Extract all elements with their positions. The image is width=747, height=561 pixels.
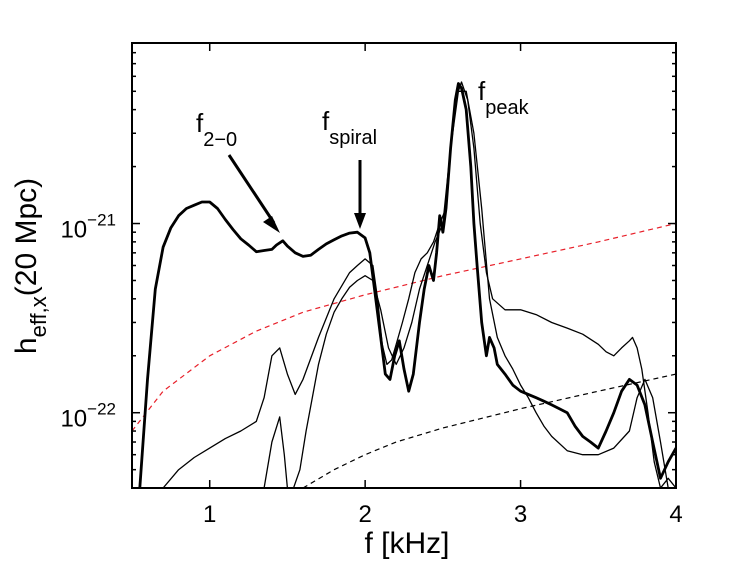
x-tick-label: 1 xyxy=(203,501,216,528)
x-axis-label: f [kHz] xyxy=(364,527,449,560)
series-line-thin-upper xyxy=(162,81,676,488)
annotation-arrows xyxy=(227,154,366,233)
annotation-fpeak: fpeak xyxy=(478,76,530,119)
y-tick-label: 10−21 xyxy=(60,211,116,244)
annotation-fspiral: fspiral xyxy=(322,106,377,149)
x-tick-label: 2 xyxy=(358,501,371,528)
series-layer xyxy=(132,81,676,488)
ticks-layer: 1 2 3 4 10−22 10−21 xyxy=(60,42,683,528)
y-tick-label: 10−22 xyxy=(60,400,116,433)
plot-frame xyxy=(131,42,677,489)
y-axis-label: heff,x(20 Mpc) xyxy=(10,178,51,354)
arrowhead-fspiral xyxy=(354,213,366,229)
series-line-thick xyxy=(138,82,676,488)
arrowhead-f2-0 xyxy=(263,216,280,233)
x-tick-label: 4 xyxy=(669,501,682,528)
x-tick-label: 3 xyxy=(514,501,527,528)
arrow-f2-0 xyxy=(227,154,276,224)
annotation-f2-0: f2−0 xyxy=(196,108,237,151)
series-line-black-dashed xyxy=(302,373,676,488)
series-line-red-dashed xyxy=(132,222,676,432)
